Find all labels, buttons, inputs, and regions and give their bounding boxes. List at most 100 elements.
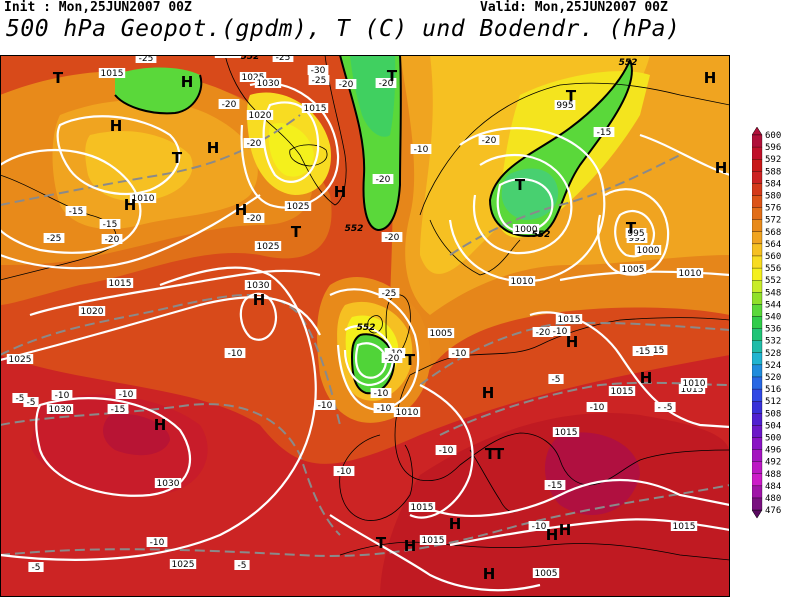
isobar-1015-trough — [329, 288, 420, 412]
isobar-1010-nw — [0, 194, 261, 270]
isobar-label: 1020 — [246, 110, 274, 121]
isotherm-label: -20 — [478, 135, 500, 146]
isotherm-label: -10 — [586, 402, 608, 413]
colorbar-swatch — [752, 376, 763, 390]
contour-552-scand — [488, 59, 633, 237]
isobar-label: 1015 — [678, 384, 706, 395]
isobar-label: 1025 — [284, 201, 312, 212]
isobar-label-text: 1015 — [611, 387, 634, 397]
colorbar-label: 520 — [765, 373, 781, 383]
isotherm-label: -20 — [381, 232, 403, 243]
isotherm-label: -20 — [375, 78, 397, 89]
isotherm-label-text: -10 — [150, 538, 165, 548]
map-title: 500 hPa Geopot.(gpdm), T (C) und Bodendr… — [6, 16, 681, 42]
colorbar-swatch — [752, 183, 763, 196]
colorbar-swatch — [752, 497, 763, 511]
isotherm-label: -20 — [372, 174, 394, 185]
isobar-label: 1015 — [419, 535, 447, 546]
isobar-label-text: 1030 — [257, 79, 280, 89]
isotherm-label: -20 — [335, 79, 357, 90]
high-pressure-center: H — [124, 196, 137, 214]
isobar-label-text: 995 — [628, 234, 645, 244]
isobar-label: 1025 — [254, 241, 282, 252]
isotherm-label-text: -25 — [276, 55, 291, 63]
geopot-labels: 552 552 552 552 552 — [241, 55, 638, 333]
isobar-label-text: 1030 — [157, 479, 180, 489]
colorbar-label: 544 — [765, 300, 781, 310]
isobar-label-text: 1005 — [622, 265, 645, 275]
isotherm-label: -5 — [234, 560, 250, 571]
colorbar-label: 524 — [765, 361, 781, 371]
isotherm-label-text: -20 — [247, 139, 262, 149]
isobar-label: 1025 — [6, 354, 34, 365]
isobar-label-text: 1010 — [396, 408, 419, 418]
isotherm-label: -25 — [43, 233, 65, 244]
isotherm-label: -5 — [548, 374, 564, 385]
high-pressure-center: H — [207, 139, 220, 157]
colorbar-swatch — [752, 328, 763, 341]
colorbar-bottom-arrow — [752, 509, 763, 519]
high-pressure-center: H — [235, 201, 248, 219]
isobar-label-text: 995 — [627, 229, 644, 239]
colorbar-swatch — [752, 352, 763, 366]
isotherm-label: -10 — [448, 348, 470, 359]
isobar-label-text: 1015 — [673, 522, 696, 532]
isotherm-label: -20 — [532, 327, 554, 338]
isobar-label: 1015 — [301, 103, 329, 114]
low-pressure-center: T — [485, 445, 496, 463]
isotherm-label: -10 — [370, 388, 392, 399]
isotherm-label: -25 — [135, 55, 157, 64]
isobar-label: 1015 — [555, 314, 583, 325]
low-pressure-center: T — [494, 445, 505, 463]
colorbar-label: 596 — [765, 143, 781, 153]
colorbar-label: 564 — [765, 240, 781, 250]
isobar-label: 1015 — [670, 521, 698, 532]
low-pressure-center: T — [172, 149, 183, 167]
isotherm-label-text: -10 — [414, 145, 429, 155]
isobar-1000-scand — [496, 178, 554, 233]
isotherm-label: -10 — [528, 521, 550, 532]
isotherm-label: -15 — [107, 404, 129, 415]
isobar-label-text: 1030 — [247, 281, 270, 291]
coastline-iberia — [339, 434, 413, 521]
colorbar-swatch — [752, 364, 763, 378]
shading-552-nw — [115, 67, 202, 114]
isotherm-label-text: -10 — [590, 403, 605, 413]
isobar-label: 1015 — [106, 278, 134, 289]
colorbar-swatch — [752, 231, 763, 245]
colorbar-label: 492 — [765, 458, 781, 468]
isotherm-label-text: -25 — [312, 76, 327, 86]
colorbar-swatch — [752, 267, 763, 281]
isotherm-label: -5 — [660, 402, 676, 413]
isotherm-label-text: -15 — [111, 405, 126, 415]
colorbar-label: 552 — [765, 276, 781, 286]
isotherm-label: -10 — [51, 390, 73, 401]
isobar-label: 1005 — [427, 328, 455, 339]
isotherm-label: -10 — [115, 389, 137, 400]
isobar-label-text: 1005 — [535, 569, 558, 579]
isobar-1005-scand — [472, 153, 573, 255]
isobar-label-text: 1020 — [249, 111, 272, 121]
isotherm-label-text: -15 — [597, 128, 612, 138]
colorbar-swatch — [752, 146, 763, 160]
isobar-label: 995 — [625, 228, 647, 239]
temperature-labels: -25 -25-30-25 -20 -20-20-20-20-15-15-20-25-… — [12, 55, 676, 573]
isobar-label: 1020 — [78, 306, 106, 317]
low-pressure-center: T — [405, 351, 416, 369]
isotherm-label-text: -5 — [238, 561, 247, 571]
isobar-label: 1005 — [532, 568, 560, 579]
isobar-label-text: 1015 — [558, 315, 581, 325]
colorbar-label: 576 — [765, 204, 781, 214]
isotherm-label-text: -5 — [16, 394, 25, 404]
colorbar-label: 572 — [765, 216, 781, 226]
isotherm-label-text: -20 — [385, 233, 400, 243]
isotherm-label-text: -20 — [222, 100, 237, 110]
isobar-1010-trough — [343, 325, 394, 387]
isobar-label: 1015 — [408, 502, 436, 513]
low-pressure-center: T — [53, 69, 64, 87]
isotherm-m15-west — [0, 294, 341, 426]
isotherm-label-text: -10 — [228, 349, 243, 359]
isobar-1015-nw — [0, 148, 142, 254]
colorbar-swatch — [752, 316, 763, 329]
isotherm-label: -20 — [243, 213, 265, 224]
